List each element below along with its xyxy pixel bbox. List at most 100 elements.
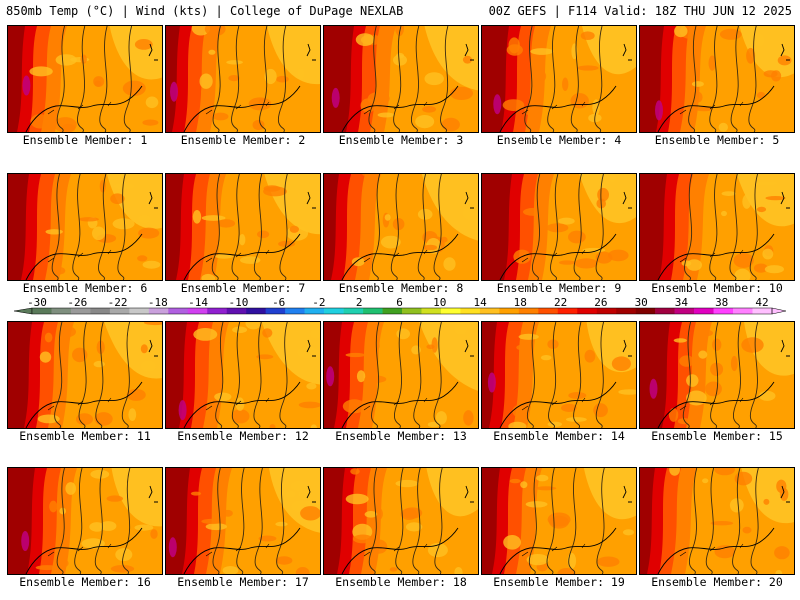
ensemble-member-label: Ensemble Member: 14 [493,429,625,443]
colorbar-swatch [168,308,189,314]
colorbar-tick-label: 6 [396,296,403,309]
colorbar-tick-label: 22 [553,296,568,309]
colorbar-swatch [148,308,169,314]
colorbar-swatch [324,308,344,314]
colorbar-swatch [713,308,734,314]
ensemble-member-label: Ensemble Member: 19 [493,575,625,589]
colorbar-swatch [421,308,442,314]
colorbar-tick-label: 10 [433,296,447,309]
ensemble-member-map [639,173,795,281]
ensemble-member-map [7,173,163,281]
colorbar-swatch [343,308,364,314]
colorbar-tick-label: -26 [67,296,88,309]
ensemble-member-map [481,321,637,429]
ensemble-member-label: Ensemble Member: 15 [651,429,783,443]
ensemble-member-map [165,321,321,429]
colorbar-tick-label: 2 [355,296,363,309]
colorbar-swatch [304,308,325,314]
ensemble-member-map [639,321,795,429]
model-run-info: 00Z GEFS | F114 Valid: 18Z THU JUN 12 20… [488,4,792,18]
ensemble-member-label: Ensemble Member: 7 [180,281,306,295]
ensemble-member-label: Ensemble Member: 18 [335,575,467,589]
colorbar-swatch [382,308,403,314]
ensemble-member-label: Ensemble Member: 11 [19,429,151,443]
ensemble-member-label: Ensemble Member: 6 [22,281,148,295]
ensemble-member-label: Ensemble Member: 16 [19,575,151,589]
ensemble-member-map [7,321,163,429]
colorbar-swatch [538,308,559,314]
ensemble-member-map [481,467,637,575]
colorbar-tick-label: 42 [755,296,769,309]
colorbar-swatch [363,308,383,314]
colorbar-swatch [32,308,52,314]
colorbar-swatch [752,308,773,314]
colorbar-swatch [187,308,208,314]
chart-title: 850mb Temp (°C) | Wind (kts) | College o… [6,4,404,18]
colorbar-tick-label: -30 [27,296,47,309]
colorbar-swatch [694,308,714,314]
ensemble-member-map [323,25,479,133]
colorbar-swatch [460,308,481,314]
colorbar-swatch [733,308,753,314]
ensemble-member-map [323,321,479,429]
ensemble-member-label: Ensemble Member: 12 [177,429,309,443]
colorbar-tick-label: -2 [312,296,326,309]
colorbar-tick-label: 30 [634,296,648,309]
colorbar-swatch [577,308,598,314]
colorbar-swatch [635,308,656,314]
colorbar-right-arrow [771,307,787,315]
colorbar-swatch [285,308,305,314]
ensemble-member-map [7,467,163,575]
temperature-colorbar [13,307,787,315]
ensemble-member-map [7,25,163,133]
colorbar-swatch [518,308,539,314]
ensemble-member-map [165,25,321,133]
colorbar-tick-label: 34 [674,296,689,309]
colorbar-swatch [90,308,111,314]
ensemble-member-label: Ensemble Member: 2 [180,133,306,147]
colorbar-swatch [402,308,422,314]
colorbar-swatch [499,308,520,314]
colorbar-swatch [616,308,636,314]
colorbar-tick-label: 18 [513,296,527,309]
colorbar-swatch [109,308,130,314]
ensemble-member-label: Ensemble Member: 13 [335,429,467,443]
ensemble-member-label: Ensemble Member: 3 [338,133,464,147]
ensemble-member-map [165,467,321,575]
colorbar-tick-label: 14 [473,296,487,309]
colorbar-tick-label: -10 [228,296,249,309]
colorbar-swatch [246,308,266,314]
colorbar-swatch [596,308,617,314]
ensemble-member-label: Ensemble Member: 4 [496,133,622,147]
colorbar-swatch [655,308,675,314]
ensemble-member-label: Ensemble Member: 9 [496,281,622,295]
ensemble-member-label: Ensemble Member: 1 [22,133,148,147]
colorbar-swatch [674,308,695,314]
colorbar-swatch [265,308,286,314]
ensemble-member-label: Ensemble Member: 17 [177,575,309,589]
ensemble-member-label: Ensemble Member: 8 [338,281,464,295]
colorbar-swatch [440,308,461,314]
colorbar-swatch [479,308,500,314]
colorbar-tick-label: -14 [188,296,209,309]
colorbar-tick-label: -6 [272,296,286,309]
ensemble-member-map [481,25,637,133]
colorbar-swatch [226,308,247,314]
ensemble-member-map [323,173,479,281]
colorbar-tick-label: -22 [107,296,128,309]
ensemble-member-map [481,173,637,281]
colorbar-swatch [129,308,150,314]
ensemble-member-map [639,467,795,575]
colorbar-swatch [70,308,91,314]
ensemble-member-label: Ensemble Member: 5 [654,133,780,147]
colorbar-tick-label: 26 [594,296,608,309]
ensemble-member-map [323,467,479,575]
ensemble-member-map [639,25,795,133]
colorbar-swatch [557,308,578,314]
ensemble-member-map [165,173,321,281]
colorbar-swatch [207,308,228,314]
ensemble-member-label: Ensemble Member: 10 [651,281,783,295]
colorbar-tick-label: 38 [715,296,729,309]
ensemble-member-label: Ensemble Member: 20 [651,575,783,589]
colorbar-swatch [51,308,72,314]
